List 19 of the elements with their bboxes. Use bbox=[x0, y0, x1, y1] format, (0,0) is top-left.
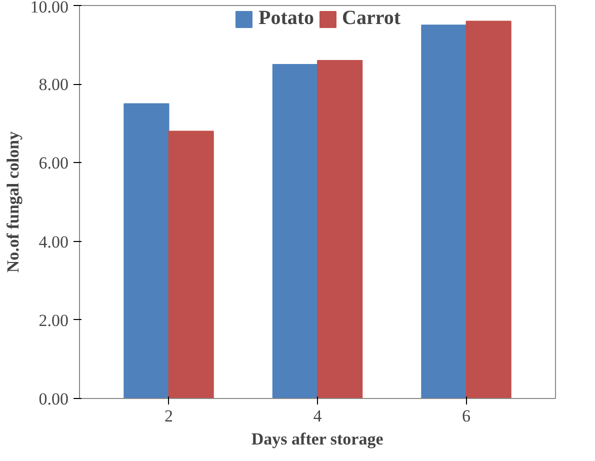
legend-label: Carrot bbox=[342, 7, 401, 30]
x-tick-label: 4 bbox=[313, 406, 322, 426]
y-tick-label: 2.00 bbox=[38, 310, 68, 330]
legend-label: Potato bbox=[258, 7, 314, 30]
y-tick-label: 8.00 bbox=[38, 75, 68, 94]
bar bbox=[124, 103, 170, 398]
y-axis-title: No.of fungal colony bbox=[3, 130, 22, 273]
x-axis-title: Days after storage bbox=[251, 430, 384, 448]
bar bbox=[168, 130, 214, 398]
x-tick-label: 6 bbox=[462, 406, 470, 426]
bar bbox=[421, 24, 467, 398]
y-tick-label: 0.00 bbox=[38, 390, 68, 408]
bar bbox=[272, 64, 318, 398]
y-tick-label: 6.00 bbox=[38, 154, 68, 173]
y-tick-label: 4.00 bbox=[38, 232, 68, 252]
x-tick-label: 2 bbox=[164, 406, 173, 426]
y-tick-label: 10.00 bbox=[30, 0, 68, 16]
bar bbox=[466, 20, 512, 398]
bar bbox=[317, 60, 363, 398]
